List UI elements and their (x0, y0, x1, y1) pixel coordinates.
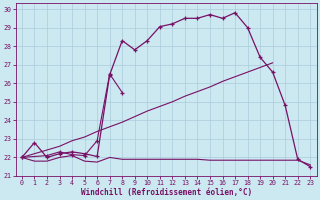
X-axis label: Windchill (Refroidissement éolien,°C): Windchill (Refroidissement éolien,°C) (81, 188, 252, 197)
